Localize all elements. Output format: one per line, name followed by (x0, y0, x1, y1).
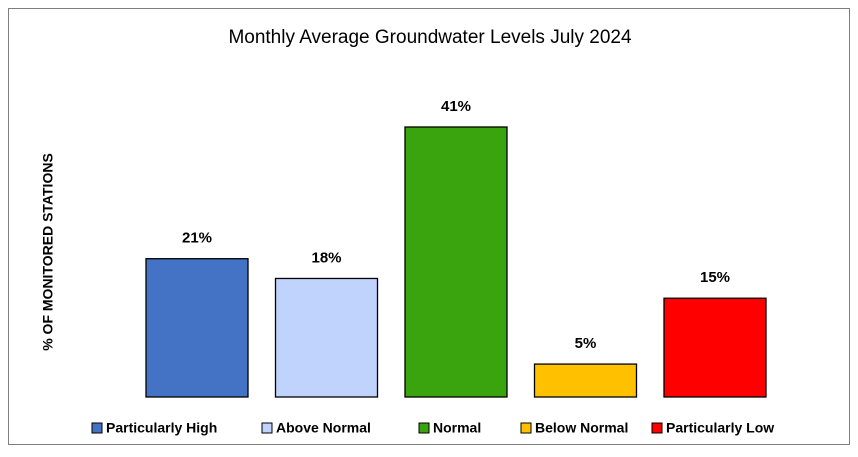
bar (404, 126, 508, 398)
chart-title: Monthly Average Groundwater Levels July … (228, 27, 632, 48)
bar (274, 277, 379, 398)
legend-label: Particularly High (106, 420, 217, 436)
legend-swatch (261, 422, 273, 434)
legend-label: Below Normal (535, 420, 628, 436)
data-label: 18% (311, 249, 341, 266)
bar (145, 258, 249, 398)
legend-swatch (520, 422, 532, 434)
data-label: 15% (700, 269, 730, 286)
data-label: 21% (182, 230, 212, 247)
legend-swatch (91, 422, 103, 434)
legend-swatch (418, 422, 430, 434)
legend-swatch (651, 422, 663, 434)
bar (663, 297, 767, 398)
legend-label: Above Normal (276, 420, 371, 436)
data-label: 41% (441, 98, 471, 115)
data-label: 5% (575, 335, 597, 352)
legend-label: Normal (433, 420, 481, 436)
legend-label: Particularly Low (666, 420, 774, 436)
y-axis-label: % OF MONITORED STATIONS (40, 153, 56, 351)
bar (533, 363, 638, 398)
